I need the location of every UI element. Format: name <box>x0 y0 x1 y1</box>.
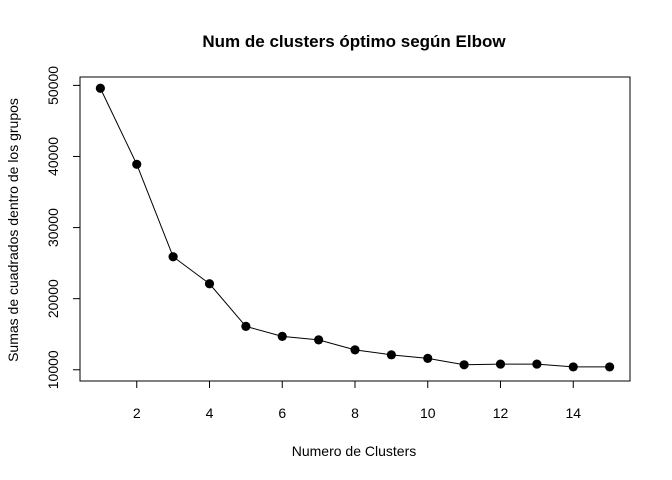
y-axis-label: Sumas de cuadrados dentro de los grupos <box>5 98 21 362</box>
y-tick-label: 50000 <box>45 66 61 105</box>
data-point <box>495 359 506 369</box>
series-line <box>99 88 610 368</box>
x-tick-label: 12 <box>493 405 509 421</box>
series-group <box>95 83 615 372</box>
x-tick-label: 6 <box>278 405 286 421</box>
x-tick-label: 2 <box>133 405 141 421</box>
data-point <box>95 83 105 93</box>
data-point <box>605 362 615 372</box>
x-axis-label: Numero de Clusters <box>292 443 417 459</box>
data-point <box>386 350 396 360</box>
x-tick-label: 14 <box>565 405 581 421</box>
x-tick-label: 8 <box>351 405 359 421</box>
data-point <box>277 331 287 341</box>
data-point <box>168 252 178 262</box>
data-point <box>314 335 324 345</box>
y-tick-label: 30000 <box>45 208 61 247</box>
chart-title: Num de clusters óptimo según Elbow <box>202 32 506 51</box>
y-tick-label: 10000 <box>45 350 61 389</box>
y-axis: 10000 20000 30000 40000 50000 <box>45 66 81 389</box>
y-tick-label: 40000 <box>45 137 61 176</box>
data-point <box>350 345 360 355</box>
x-tick-label: 10 <box>420 405 436 421</box>
data-point <box>568 362 578 372</box>
data-point <box>132 159 142 169</box>
data-point <box>532 359 542 369</box>
data-point <box>241 321 251 331</box>
data-point <box>459 360 469 370</box>
x-axis: 2 4 6 8 10 12 14 <box>133 380 581 421</box>
data-point <box>423 353 433 363</box>
data-point <box>204 279 215 289</box>
y-tick-label: 20000 <box>45 279 61 318</box>
x-tick-label: 4 <box>206 405 214 421</box>
